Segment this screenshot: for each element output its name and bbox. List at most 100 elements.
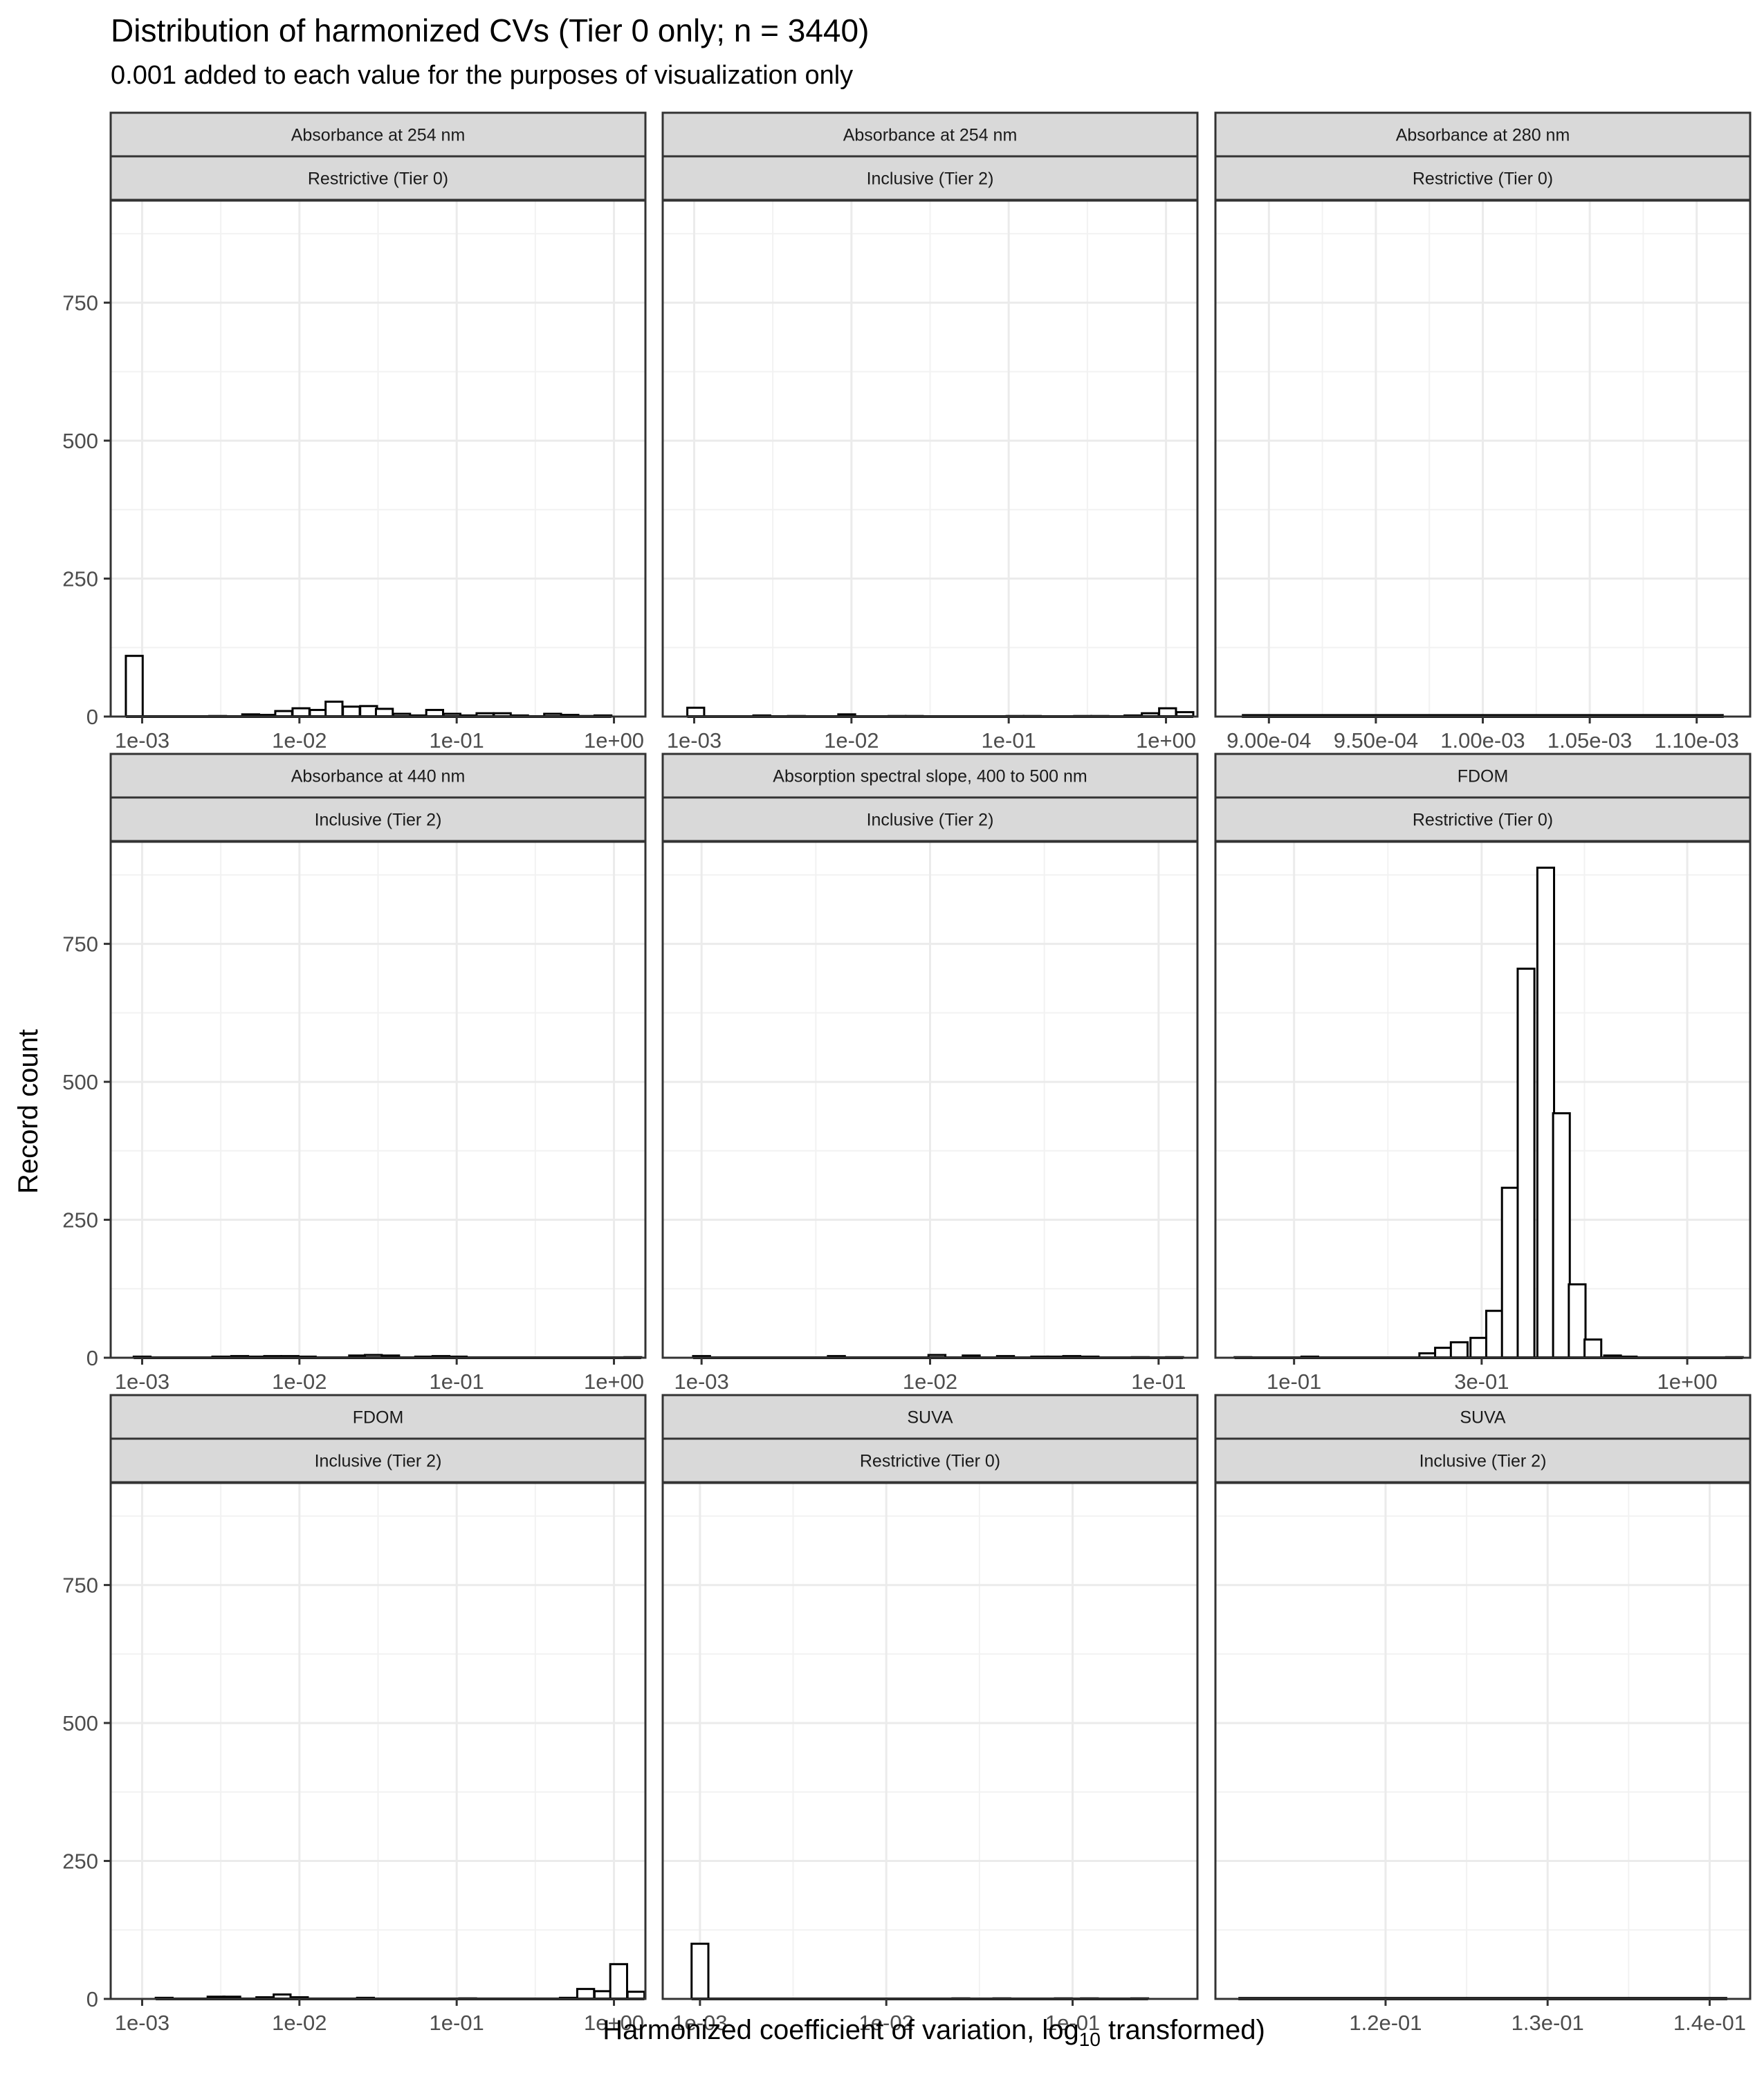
histogram-bar (1500, 1186, 1520, 1359)
x-tick-label: 1.2e-01 (1349, 2011, 1422, 2035)
x-tick-label: 1e-03 (667, 728, 722, 753)
facet-strip-tier (661, 1437, 1199, 1484)
x-tick-label: 1e-01 (1131, 1370, 1186, 1394)
histogram-bar (359, 705, 378, 718)
facet-strip-variable-label: SUVA (907, 1408, 953, 1428)
x-tick-label: 1e+00 (584, 728, 644, 753)
histogram-bar (1568, 1283, 1587, 1359)
x-tick-label: 1e-01 (430, 728, 484, 753)
x-tick-label: 1e+00 (584, 2011, 644, 2035)
x-tick-label: 1e-02 (903, 1370, 957, 1394)
facet-strip-variable (1214, 1394, 1752, 1440)
facet-strip-variable-label: Absorbance at 280 nm (1396, 126, 1570, 145)
histogram-bar (609, 1963, 629, 2000)
x-tick-label: 1e-02 (824, 728, 879, 753)
y-tick-label: 750 (62, 932, 98, 957)
panel-border (1214, 1482, 1752, 2000)
panel-background (1215, 842, 1750, 1358)
facet-strip-variable (1214, 111, 1752, 158)
panels-layer: Absorbance at 254 nm Restrictive (Tier 0)… (62, 111, 1752, 2035)
x-tick-label: 1e-02 (272, 2011, 327, 2035)
y-tick-label: 250 (62, 1208, 98, 1233)
chart-title: Distribution of harmonized CVs (Tier 0 o… (111, 12, 870, 48)
histogram-bar (1583, 1338, 1603, 1359)
panel-border (109, 199, 647, 718)
facet-strip-variable-label: Absorption spectral slope, 400 to 500 nm (773, 767, 1087, 786)
y-tick-label: 500 (62, 429, 98, 453)
x-tick-label: 1e-01 (1045, 2011, 1100, 2035)
facet-strip-tier-label: Restrictive (Tier 0) (308, 169, 448, 189)
panel-border (661, 199, 1199, 718)
facet-strip-tier (661, 796, 1199, 842)
histogram-bar (1434, 1347, 1453, 1359)
facet-strip-variable (1214, 753, 1752, 799)
histogram-bar (1552, 1112, 1571, 1359)
y-tick-label: 750 (62, 1574, 98, 1598)
x-axis-title-subscript: 10 (1079, 2029, 1101, 2050)
facet-panel: FDOM Inclusive (Tier 2) 1e-03 1e-02 1e-01 1e+… (62, 1394, 647, 2035)
facet-strip-variable (109, 753, 647, 799)
x-tick-label: 1.00e-03 (1440, 728, 1525, 753)
facet-strip-variable (661, 753, 1199, 799)
panel-border (109, 840, 647, 1359)
x-tick-label: 1e-02 (859, 2011, 914, 2035)
panel-border (109, 1482, 647, 2000)
y-tick-label: 250 (62, 1850, 98, 1874)
facet-panel: SUVA Inclusive (Tier 2) 1.2e-01 1.3e-01 1.4e… (1214, 1394, 1752, 2035)
x-tick-label: 1e-03 (674, 1370, 729, 1394)
histogram-bar (576, 1988, 596, 2000)
x-tick-label: 1e-03 (672, 2011, 727, 2035)
panel-border (1214, 840, 1752, 1359)
x-axis-title-suffix: transformed) (1101, 2015, 1265, 2045)
facet-strip-tier (1214, 1437, 1752, 1484)
facet-strip-variable-label: Absorbance at 254 nm (291, 126, 466, 145)
x-tick-label: 1e-01 (430, 1370, 484, 1394)
histogram-bar (324, 700, 344, 718)
y-tick-label: 750 (62, 291, 98, 315)
facet-strip-tier-label: Restrictive (Tier 0) (860, 1452, 1000, 1471)
x-tick-label: 1e+00 (1136, 728, 1196, 753)
x-tick-label: 1e-01 (982, 728, 1036, 753)
x-tick-label: 1.4e-01 (1673, 2011, 1746, 2035)
facet-strip-variable-label: FDOM (353, 1408, 404, 1428)
facet-strip-tier-label: Inclusive (Tier 2) (315, 1452, 442, 1471)
x-tick-label: 1.10e-03 (1655, 728, 1739, 753)
chart-subtitle: 0.001 added to each value for the purpos… (111, 61, 854, 90)
x-tick-label: 1e-01 (1267, 1370, 1321, 1394)
x-tick-label: 1e-02 (272, 728, 327, 753)
x-tick-label: 1e-03 (115, 728, 169, 753)
facet-strip-tier (109, 155, 647, 201)
facet-strip-tier-label: Inclusive (Tier 2) (867, 811, 994, 830)
panel-background (1215, 1483, 1750, 1999)
histogram-bar (690, 1942, 710, 2000)
facet-panel: Absorbance at 280 nm Restrictive (Tier 0)… (1214, 111, 1752, 753)
histogram-bar (1449, 1341, 1469, 1359)
facet-strip-tier (661, 155, 1199, 201)
facet-strip-tier-label: Restrictive (Tier 0) (1413, 811, 1553, 830)
histogram-bar (342, 706, 361, 718)
facet-strip-tier (109, 1437, 647, 1484)
x-tick-label: 9.00e-04 (1226, 728, 1311, 753)
x-tick-label: 1.05e-03 (1547, 728, 1632, 753)
y-tick-label: 250 (62, 567, 98, 591)
y-axis-title: Record count (13, 1029, 44, 1194)
x-tick-label: 9.50e-04 (1334, 728, 1418, 753)
x-tick-label: 1e+00 (1657, 1370, 1718, 1394)
facet-panel: Absorbance at 254 nm Inclusive (Tier 2) 1e… (661, 111, 1199, 753)
facet-panel: Absorbance at 440 nm Inclusive (Tier 2) 1e… (62, 753, 647, 1394)
facet-panel: Absorbance at 254 nm Restrictive (Tier 0)… (62, 111, 647, 753)
facet-strip-variable (661, 1394, 1199, 1440)
facet-strip-tier-label: Inclusive (Tier 2) (1420, 1452, 1547, 1471)
x-tick-label: 3e-01 (1454, 1370, 1509, 1394)
facet-strip-tier-label: Restrictive (Tier 0) (1413, 169, 1553, 189)
y-tick-label: 500 (62, 1711, 98, 1735)
panel-background (663, 1483, 1197, 1999)
histogram-bar (1536, 866, 1556, 1359)
x-tick-label: 1e-03 (115, 2011, 169, 2035)
facet-panel: SUVA Restrictive (Tier 0) 1e-03 1e-02 1e-01 (661, 1394, 1199, 2035)
x-tick-label: 1e-01 (430, 2011, 484, 2035)
facet-strip-variable-label: Absorbance at 254 nm (843, 126, 1018, 145)
x-axis-title: Harmonized coefficient of variation, log… (603, 2015, 1265, 2050)
y-tick-label: 500 (62, 1070, 98, 1094)
